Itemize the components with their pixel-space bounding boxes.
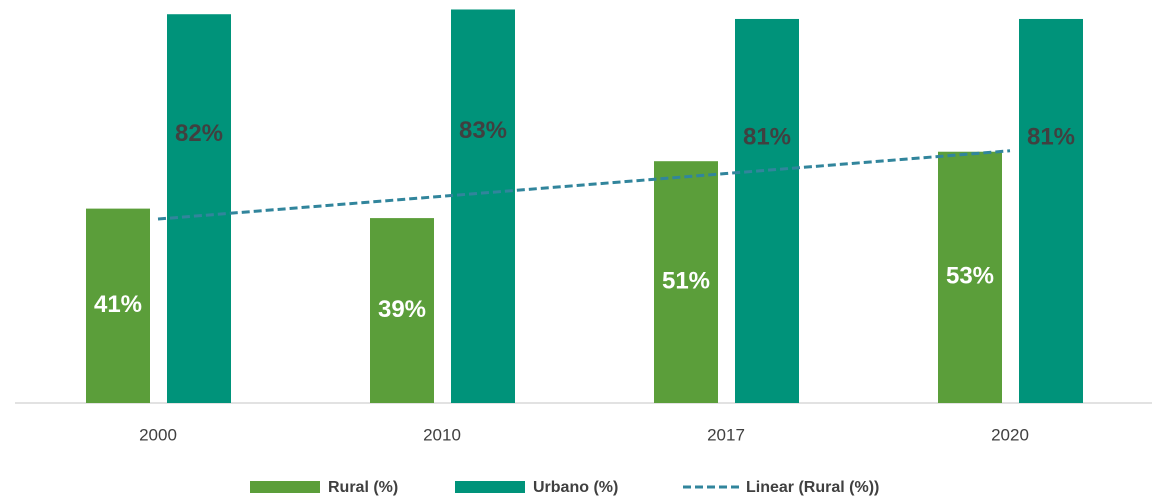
legend-swatch [455, 481, 525, 493]
x-tick-label: 2010 [423, 425, 461, 444]
data-label: 82% [175, 120, 223, 147]
data-label: 51% [662, 267, 710, 294]
bar [167, 14, 231, 403]
bar [938, 151, 1002, 403]
bar [1019, 18, 1083, 403]
data-label: 81% [743, 123, 791, 150]
trend-line [157, 149, 1011, 221]
x-tick-label: 2000 [139, 425, 177, 444]
legend-label: Rural (%) [328, 479, 398, 496]
x-tick-label: 2017 [707, 425, 745, 444]
bar [86, 208, 150, 403]
legend-swatch [250, 481, 320, 493]
x-tick-label: 2020 [991, 425, 1029, 444]
bar [654, 161, 718, 403]
data-label: 83% [459, 117, 507, 144]
data-label: 53% [946, 263, 994, 290]
data-label: 81% [1027, 123, 1075, 150]
legend-label: Linear (Rural (%)) [746, 479, 879, 496]
bar [370, 218, 434, 403]
legend-label: Urbano (%) [533, 479, 618, 496]
data-label: 41% [94, 291, 142, 318]
data-label: 39% [378, 296, 426, 323]
bar [735, 18, 799, 403]
bar [451, 9, 515, 403]
